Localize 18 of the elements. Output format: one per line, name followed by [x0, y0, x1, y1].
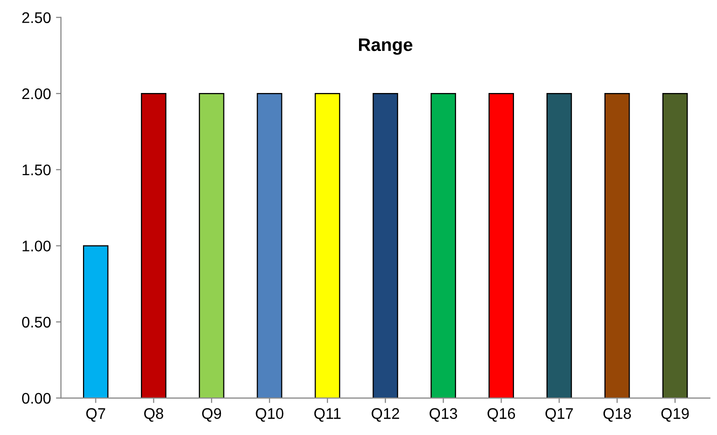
x-tick-label: Q19 [661, 408, 689, 422]
x-tick-label: Q10 [256, 408, 284, 422]
y-tick-label: 2.50 [22, 12, 51, 24]
y-tick-label: 2.00 [22, 88, 51, 100]
x-tick-label: Q13 [430, 408, 458, 422]
x-tick-label: Q8 [144, 408, 164, 422]
y-tick-label: 0.50 [22, 316, 51, 328]
x-tick-label: Q7 [86, 408, 106, 422]
text: Range [359, 38, 412, 55]
x-tick-label: Q16 [488, 408, 516, 422]
x-tick-label: Q9 [202, 408, 222, 422]
x-tick-label: Q17 [545, 408, 573, 422]
x-tick-label: Q18 [603, 408, 631, 422]
x-tick-label: Q11 [314, 408, 341, 422]
y-tick-label: 1.00 [22, 240, 51, 252]
x-tick-label: Q12 [372, 408, 400, 422]
y-tick-label: 0.00 [22, 392, 51, 404]
y-tick-label: 1.50 [22, 164, 51, 176]
